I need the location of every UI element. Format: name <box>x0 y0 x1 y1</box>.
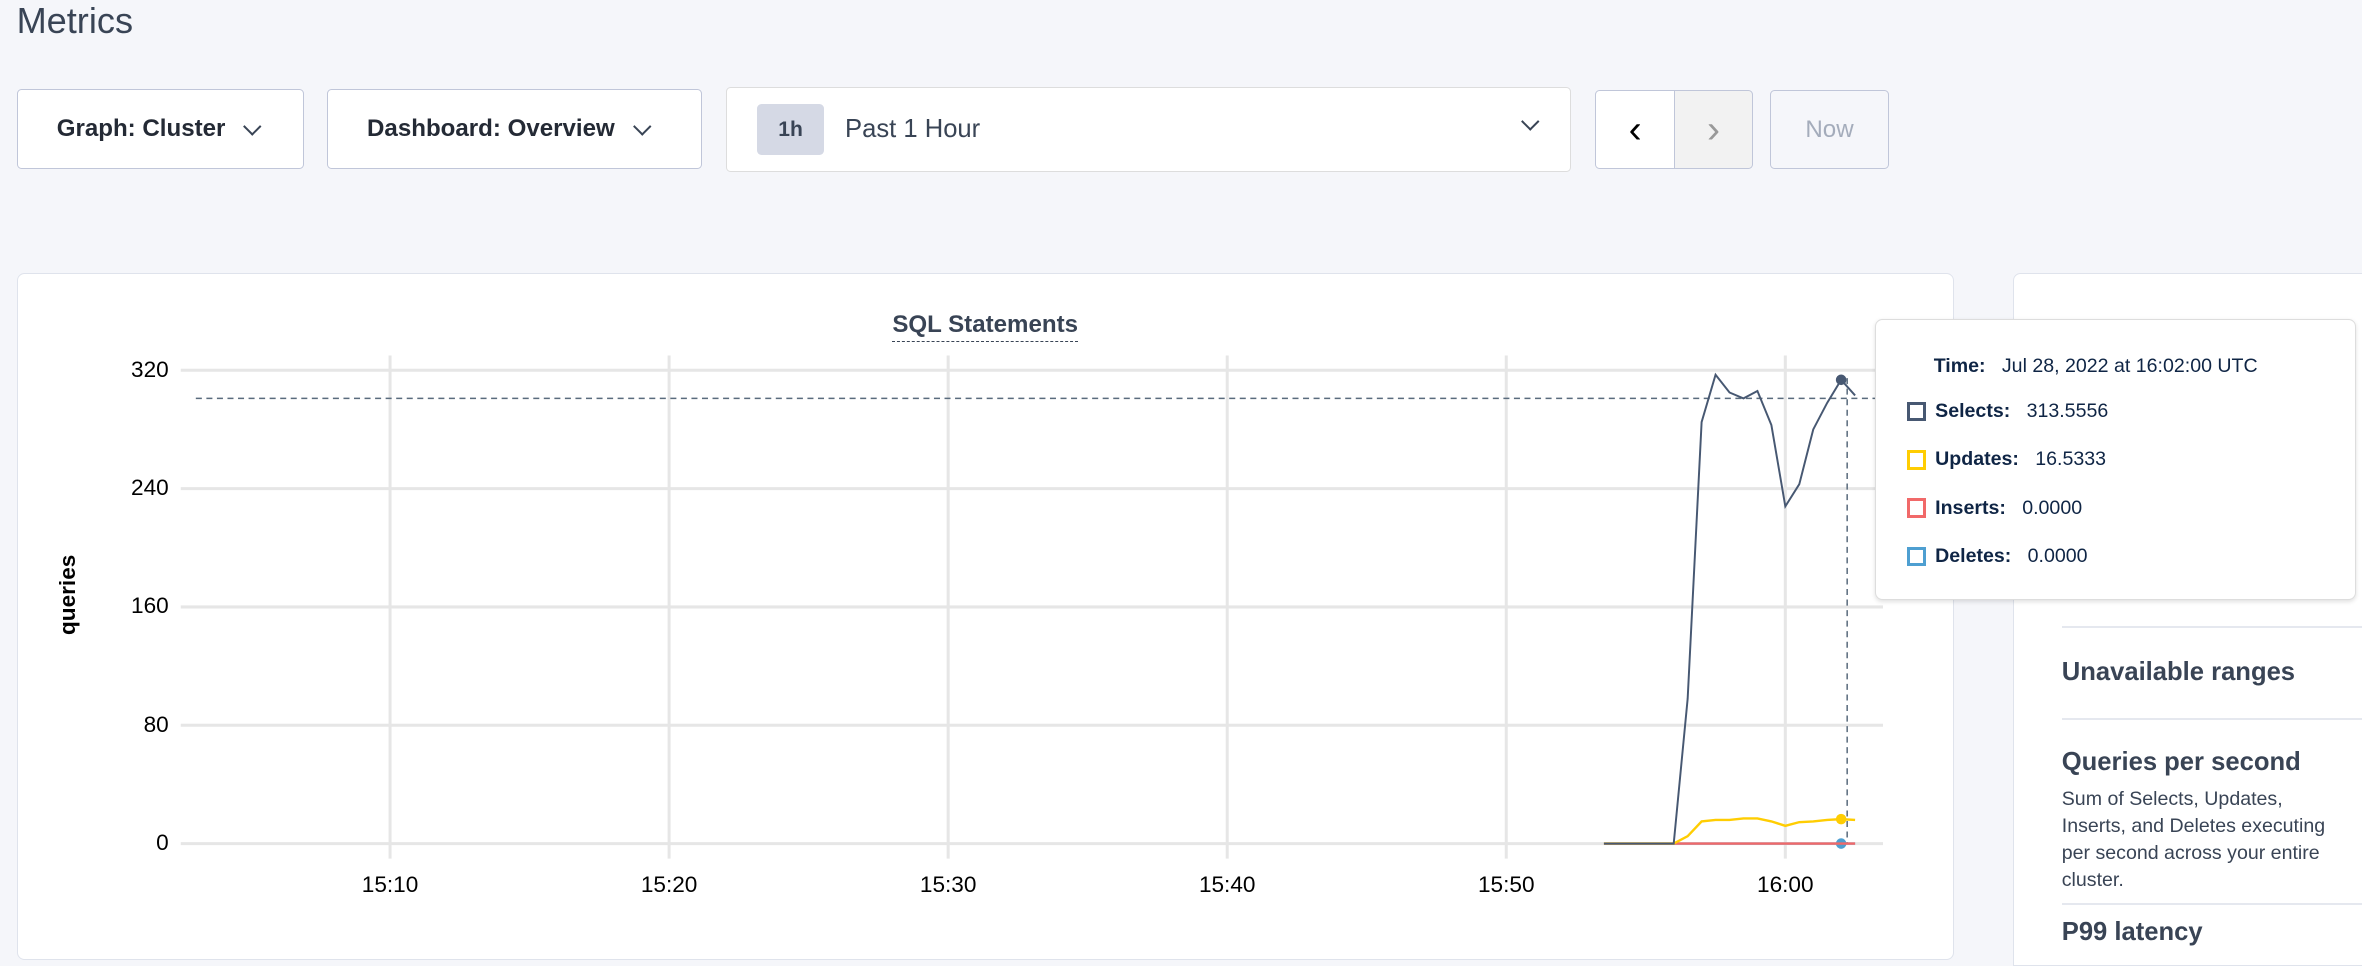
y-tick-label: 80 <box>143 711 169 737</box>
tooltip-time-label: Time: <box>1933 354 1986 377</box>
time-range-badge: 1h <box>757 103 824 156</box>
tooltip-row-label: Deletes: <box>1935 544 2012 567</box>
tooltip-row-value: 16.5333 <box>2035 448 2107 471</box>
y-tick-label: 240 <box>131 475 169 501</box>
tooltip-row-value: 0.0000 <box>2027 544 2088 567</box>
legend-swatch-icon <box>1906 401 1927 422</box>
next-period-button[interactable]: › <box>1673 90 1754 169</box>
tooltip-row-label: Inserts: <box>1935 496 2006 519</box>
legend-swatch-icon <box>1906 450 1927 470</box>
chart-title-wrap: SQL Statements <box>18 311 1953 343</box>
now-button-label: Now <box>1805 115 1854 143</box>
chevron-left-icon: ‹ <box>1628 107 1642 151</box>
tooltip-row-value: 0.0000 <box>2022 496 2083 519</box>
divider <box>2061 903 2362 905</box>
divider <box>2061 718 2362 720</box>
tooltip-row-label: Selects: <box>1935 400 2011 423</box>
qps-heading: Queries per second <box>2061 748 2301 777</box>
tooltip-row-updates: Updates: 16.5333 <box>1906 448 2107 471</box>
qps-description: Sum of Selects, Updates, Inserts, and De… <box>2061 787 2326 892</box>
time-range-select[interactable]: 1h Past 1 Hour <box>726 87 1572 172</box>
hover-point-updates <box>1835 813 1847 825</box>
chart-title[interactable]: SQL Statements <box>892 311 1078 343</box>
hover-point-selects <box>1835 374 1847 386</box>
x-tick-label: 15:50 <box>1478 872 1535 898</box>
chart-tooltip: Time: Jul 28, 2022 at 16:02:00 UTC Selec… <box>1875 319 2356 600</box>
now-button[interactable]: Now <box>1770 90 1890 169</box>
tooltip-row-selects: Selects: 313.5556 <box>1906 400 2109 423</box>
x-tick-label: 15:10 <box>361 872 419 898</box>
series-line-updates <box>1603 817 1856 845</box>
graph-select-label: Graph: Cluster <box>56 114 226 142</box>
y-tick-label: 160 <box>131 593 169 619</box>
dashboard-select-label: Dashboard: Overview <box>367 114 615 142</box>
y-tick-label: 320 <box>131 356 169 382</box>
tooltip-row-label: Updates: <box>1935 448 2019 471</box>
legend-swatch-icon <box>1906 498 1927 518</box>
tooltip-row-deletes: Deletes: 0.0000 <box>1906 544 2088 568</box>
previous-period-button[interactable]: ‹ <box>1595 90 1676 169</box>
tooltip-time: Time: Jul 28, 2022 at 16:02:00 UTC <box>1934 355 2258 378</box>
graph-select[interactable]: Graph: Cluster <box>16 88 305 169</box>
p99-heading: P99 latency <box>2061 918 2203 947</box>
chevron-right-icon: › <box>1707 107 1721 151</box>
legend-swatch-icon <box>1906 546 1927 567</box>
y-tick-label: 0 <box>156 830 169 856</box>
time-range-label: Past 1 Hour <box>845 115 981 144</box>
x-tick-label: 15:20 <box>640 872 698 898</box>
tooltip-row-value: 313.5556 <box>2026 400 2109 423</box>
dashboard-select[interactable]: Dashboard: Overview <box>326 88 702 169</box>
x-tick-label: 15:30 <box>919 872 977 898</box>
unavailable-ranges-heading: Unavailable ranges <box>2061 657 2296 686</box>
x-tick-label: 16:00 <box>1757 872 1814 898</box>
tooltip-row-inserts: Inserts: 0.0000 <box>1906 496 2083 520</box>
tooltip-time-value: Jul 28, 2022 at 16:02:00 UTC <box>2001 354 2258 377</box>
x-tick-label: 15:40 <box>1198 872 1256 898</box>
series-line-selects <box>1603 372 1856 845</box>
page-title: Metrics <box>16 0 134 41</box>
divider <box>2061 626 2362 628</box>
